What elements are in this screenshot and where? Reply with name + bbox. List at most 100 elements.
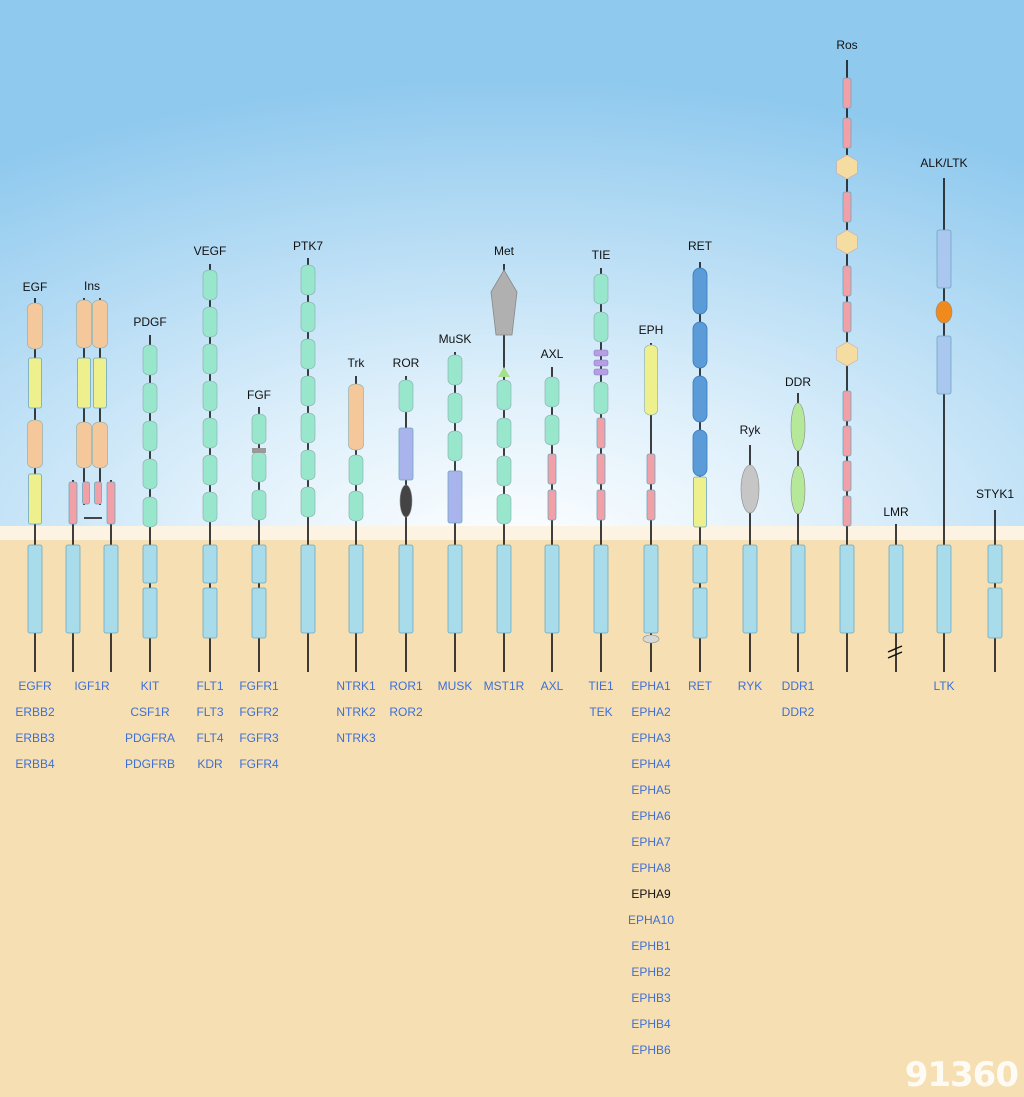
gene-label: EPHA3 <box>631 731 671 745</box>
kinase-domain <box>692 587 708 639</box>
beta-propeller-domain <box>836 154 858 180</box>
leucine-rich-domain <box>28 473 42 525</box>
egf-like-repeat <box>593 368 609 376</box>
ig-like-domain <box>202 343 218 375</box>
ig-like-domain <box>398 379 414 413</box>
gene-label: KDR <box>197 757 223 771</box>
kringle-domain <box>399 484 413 518</box>
fibronectin-domain <box>596 489 606 521</box>
gene-label: ERBB2 <box>15 705 55 719</box>
gene-label: EPHB3 <box>631 991 671 1005</box>
mam-domain <box>936 229 952 289</box>
cadherin-domain <box>692 429 708 477</box>
egf-like-repeat <box>593 349 609 357</box>
cadherin-domain <box>692 321 708 369</box>
gene-label: EPHB2 <box>631 965 671 979</box>
cadherin-domain <box>692 267 708 315</box>
acid-box <box>252 448 266 453</box>
break-mark <box>887 645 903 653</box>
kinase-domain <box>142 587 158 639</box>
gene-label: LTK <box>933 679 955 693</box>
ig-like-domain <box>496 417 512 449</box>
gene-label: TEK <box>589 705 613 719</box>
ig-like-domain <box>142 496 158 528</box>
gene-list-vegf: FLT1 FLT3 FLT4 KDR <box>196 673 223 777</box>
fibronectin-domain <box>842 390 852 422</box>
kinase-domain <box>27 544 43 634</box>
ig-like-domain <box>544 414 560 446</box>
fibronectin-domain <box>68 481 78 525</box>
cell-membrane <box>0 526 1024 540</box>
gene-list-egf: EGFR ERBB2 ERBB3 ERBB4 <box>15 673 54 777</box>
fibronectin-domain <box>547 489 557 521</box>
beta-propeller-domain <box>836 341 858 367</box>
gene-label: EPHA10 <box>627 913 675 927</box>
kinase-domain <box>348 544 364 634</box>
kinase-domain <box>398 544 414 634</box>
ig-like-domain <box>202 417 218 449</box>
gene-label: EPHB1 <box>631 939 671 953</box>
ig-like-domain <box>202 491 218 523</box>
leucine-rich-domain <box>77 357 91 409</box>
family-title-ins: Ins <box>83 279 101 293</box>
gene-list-trk: NTRK1 NTRK2 NTRK3 <box>336 673 375 751</box>
kinase-domain <box>202 544 218 584</box>
gene-list-ror: ROR1 ROR2 <box>389 673 422 725</box>
ig-like-domain <box>496 493 512 525</box>
family-title-ddr: DDR <box>785 375 811 389</box>
gene-label: PDGFRB <box>124 757 176 771</box>
family-title-lmr: LMR <box>883 505 909 519</box>
gene-label: EPHA2 <box>631 705 671 719</box>
egf-like-repeat <box>593 359 609 367</box>
gene-label: AXL <box>540 679 564 693</box>
gene-list-eph: EPHA1 EPHA2 EPHA3 EPHA4 EPHA5 EPHA6 EPHA7 EPHA8… <box>628 673 674 1063</box>
ig-like-domain <box>202 306 218 338</box>
gene-label: KIT <box>140 679 160 693</box>
family-title-eph: EPH <box>638 323 664 337</box>
gene-list-pdgf: KIT CSF1R PDGFRA PDGFRB <box>125 673 175 777</box>
gene-label: FGFR1 <box>239 679 279 693</box>
gene-label: FGFR2 <box>239 705 279 719</box>
ig-like-domain <box>447 354 463 386</box>
ig-like-domain <box>202 269 218 301</box>
gene-list-met: MST1R <box>484 673 525 699</box>
kinase-domain <box>300 544 316 634</box>
gene-label: MUSK <box>437 679 473 693</box>
kinase-domain <box>202 587 218 639</box>
fibronectin-domain <box>842 191 852 223</box>
ig-like-domain <box>300 486 316 518</box>
fibronectin-domain <box>842 265 852 297</box>
fibronectin-domain <box>82 481 90 505</box>
ig-like-domain <box>593 273 609 305</box>
ig-like-domain <box>447 430 463 462</box>
frizzled-domain <box>398 427 414 481</box>
kinase-domain <box>987 587 1003 639</box>
fibronectin-domain <box>842 495 852 527</box>
family-title-ret: RET <box>688 239 712 253</box>
kinase-domain <box>839 544 855 634</box>
fibronectin-domain <box>842 460 852 492</box>
gene-list-ret: RET <box>688 673 712 699</box>
ig-like-domain <box>544 376 560 408</box>
family-title-ptk7: PTK7 <box>292 239 324 253</box>
ig-like-domain <box>348 454 364 486</box>
family-title-musk: MuSK <box>438 332 472 346</box>
ig-like-domain <box>593 311 609 343</box>
gene-label: EPHA6 <box>631 809 671 823</box>
gene-label: PDGFRA <box>124 731 176 745</box>
cysteine-rich-domain <box>76 421 92 469</box>
ig-like-domain <box>300 264 316 296</box>
family-title-tie: TIE <box>591 248 611 262</box>
leucine-rich-domain <box>93 357 107 409</box>
gene-label: TIE1 <box>588 679 614 693</box>
gene-list-alk: LTK <box>933 673 954 699</box>
beta-propeller-domain <box>836 229 858 255</box>
gene-label: EPHB4 <box>631 1017 671 1031</box>
gene-label: IGF1R <box>74 679 110 693</box>
wif-domain <box>740 464 760 514</box>
extracellular-region <box>0 0 1024 530</box>
ligand-binding-domain <box>644 344 658 416</box>
ig-like-domain <box>593 381 609 415</box>
gene-label: NTRK2 <box>336 705 376 719</box>
